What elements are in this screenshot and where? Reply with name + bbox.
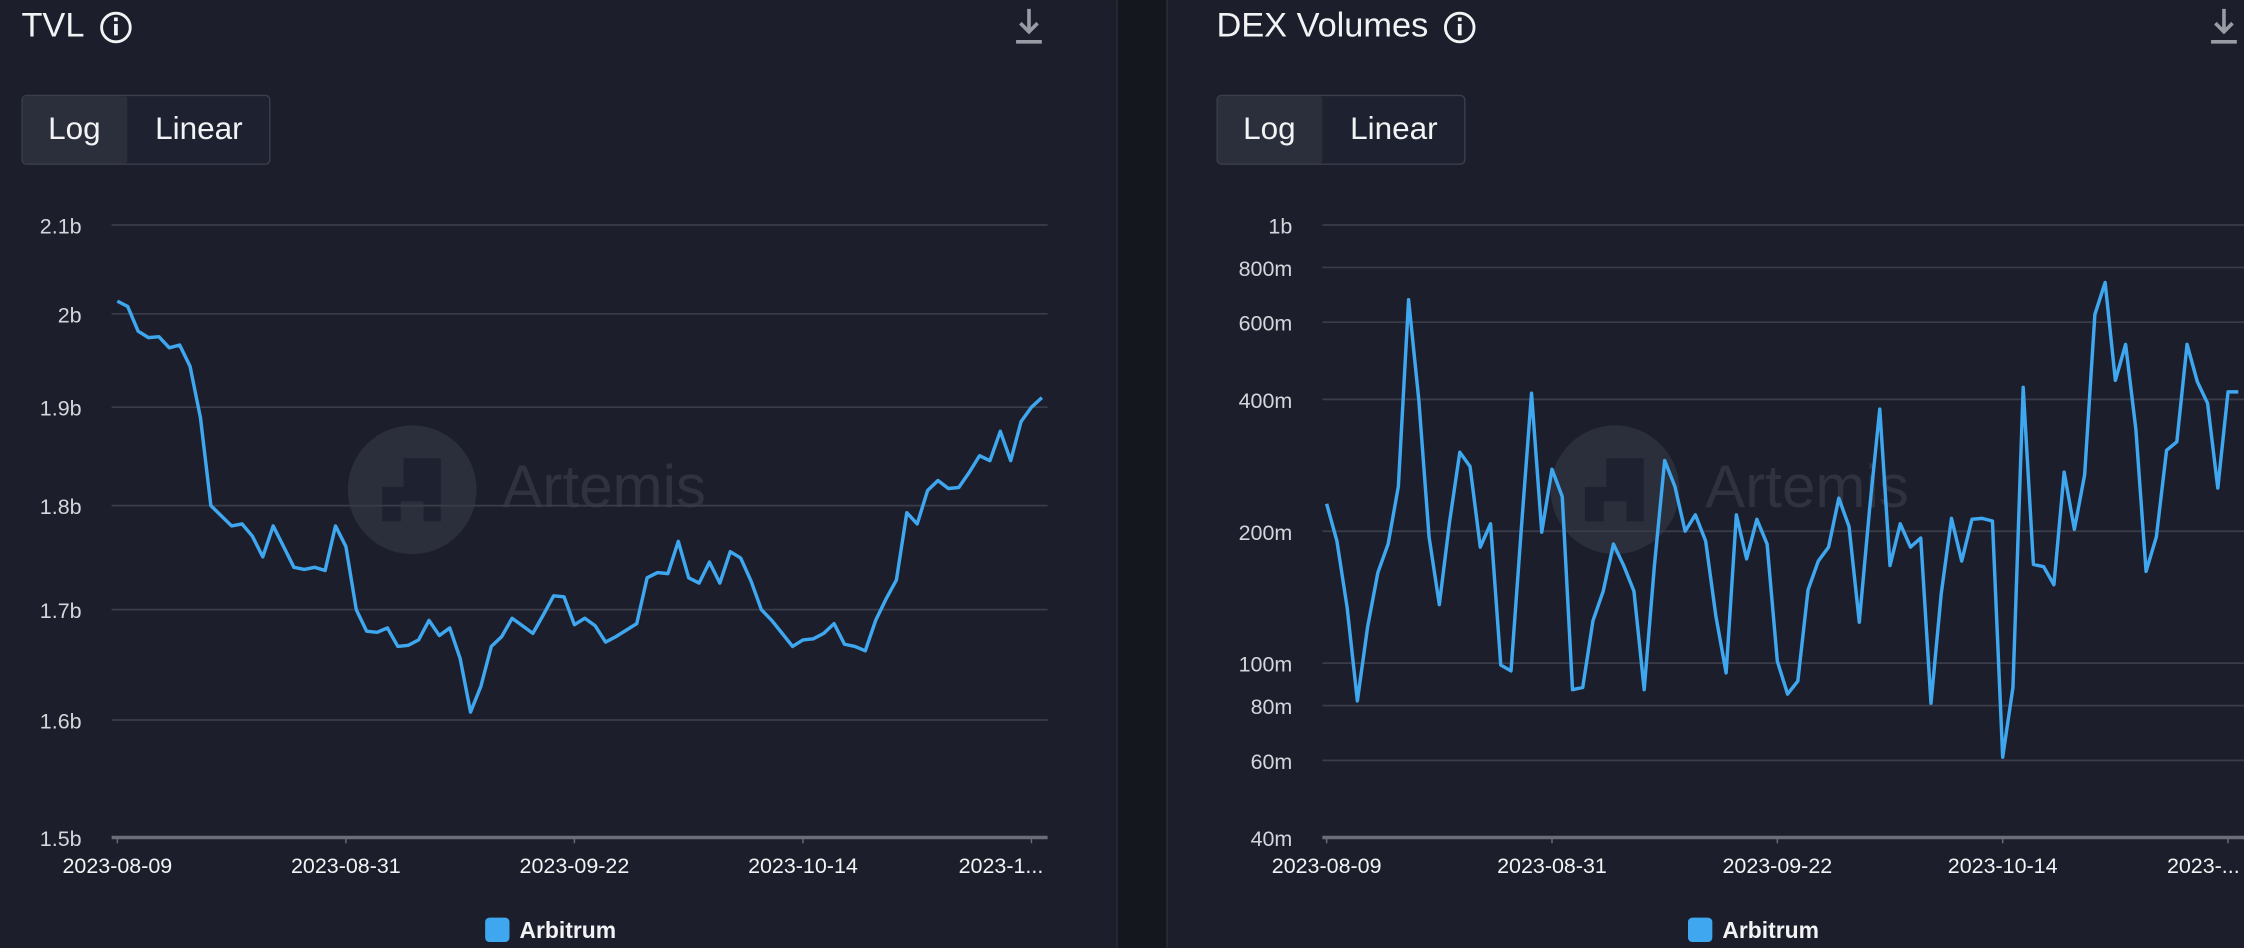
watermark: Artemis [502, 453, 706, 520]
series-line [1324, 280, 2239, 759]
y-tick-label: 80m [1251, 695, 1293, 719]
y-tick-label: 600m [1239, 312, 1293, 336]
x-tick-label: 2023-... [2167, 854, 2240, 878]
y-tick-label: 400m [1239, 389, 1293, 413]
legend-swatch[interactable] [1688, 917, 1713, 942]
y-tick-label: 1.7b [40, 599, 82, 623]
legend-label[interactable]: Arbitrum [1722, 917, 1819, 943]
y-tick-label: 100m [1239, 653, 1293, 677]
x-tick-label: 2023-08-09 [1272, 854, 1382, 878]
x-tick-label: 2023-08-31 [1497, 854, 1607, 878]
watermark: Artemis [1705, 453, 1909, 520]
scale-option[interactable]: Log [48, 111, 101, 146]
series-line [116, 299, 1044, 714]
y-tick-label: 1.5b [40, 827, 82, 851]
x-tick-label: 2023-1... [959, 854, 1044, 878]
scale-option[interactable]: Log [1243, 111, 1296, 146]
chart-title: TVL [21, 7, 84, 45]
info-icon-stem [1457, 23, 1462, 36]
x-tick-label: 2023-09-22 [520, 854, 630, 878]
info-icon-stem [114, 23, 118, 36]
x-tick-label: 2023-09-22 [1722, 854, 1832, 878]
download-icon[interactable] [2211, 8, 2237, 44]
scale-option[interactable]: Linear [155, 111, 242, 146]
x-tick-label: 2023-10-14 [748, 854, 858, 878]
info-icon-dot [1457, 17, 1462, 22]
scale-option-active[interactable] [1217, 96, 1323, 164]
panel-gap [1116, 0, 1167, 948]
legend-label[interactable]: Arbitrum [519, 917, 616, 943]
x-tick-label: 2023-10-14 [1948, 854, 2058, 878]
scale-option[interactable]: Linear [1350, 111, 1437, 146]
legend-swatch[interactable] [485, 917, 510, 942]
watermark-logo-mark [1584, 458, 1644, 522]
y-tick-label: 1b [1268, 215, 1292, 239]
y-tick-label: 800m [1239, 257, 1293, 281]
x-tick-label: 2023-08-09 [62, 854, 172, 878]
x-tick-label: 2023-08-31 [291, 854, 401, 878]
info-icon[interactable] [1443, 11, 1476, 44]
scale-option-active[interactable] [22, 96, 128, 164]
download-icon[interactable] [1016, 8, 1042, 44]
y-tick-label: 1.6b [40, 710, 82, 734]
y-tick-label: 2.1b [40, 215, 82, 239]
info-icon-dot [114, 17, 118, 22]
y-tick-label: 1.9b [40, 397, 82, 421]
y-tick-label: 40m [1251, 827, 1293, 851]
info-icon[interactable] [100, 11, 132, 44]
y-tick-label: 1.8b [40, 495, 82, 519]
chart-title: DEX Volumes [1216, 7, 1428, 45]
y-tick-label: 200m [1239, 521, 1293, 545]
y-tick-label: 2b [58, 303, 82, 327]
y-tick-label: 60m [1251, 750, 1293, 774]
